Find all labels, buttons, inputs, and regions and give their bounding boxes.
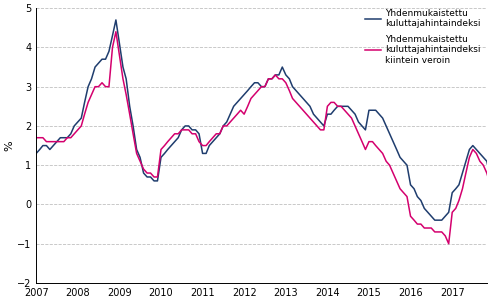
- Line: Yhdenmukaistettu
kuluttajahintaindeksi
kiintein veroin: Yhdenmukaistettu kuluttajahintaindeksi k…: [36, 32, 490, 244]
- Legend: Yhdenmukaistettu
kuluttajahintaindeksi, Yhdenmukaistettu
kuluttajahintaindeksi
k: Yhdenmukaistettu kuluttajahintaindeksi, …: [363, 7, 482, 66]
- Line: Yhdenmukaistettu
kuluttajahintaindeksi: Yhdenmukaistettu kuluttajahintaindeksi: [36, 20, 490, 220]
- Y-axis label: %: %: [4, 140, 14, 151]
